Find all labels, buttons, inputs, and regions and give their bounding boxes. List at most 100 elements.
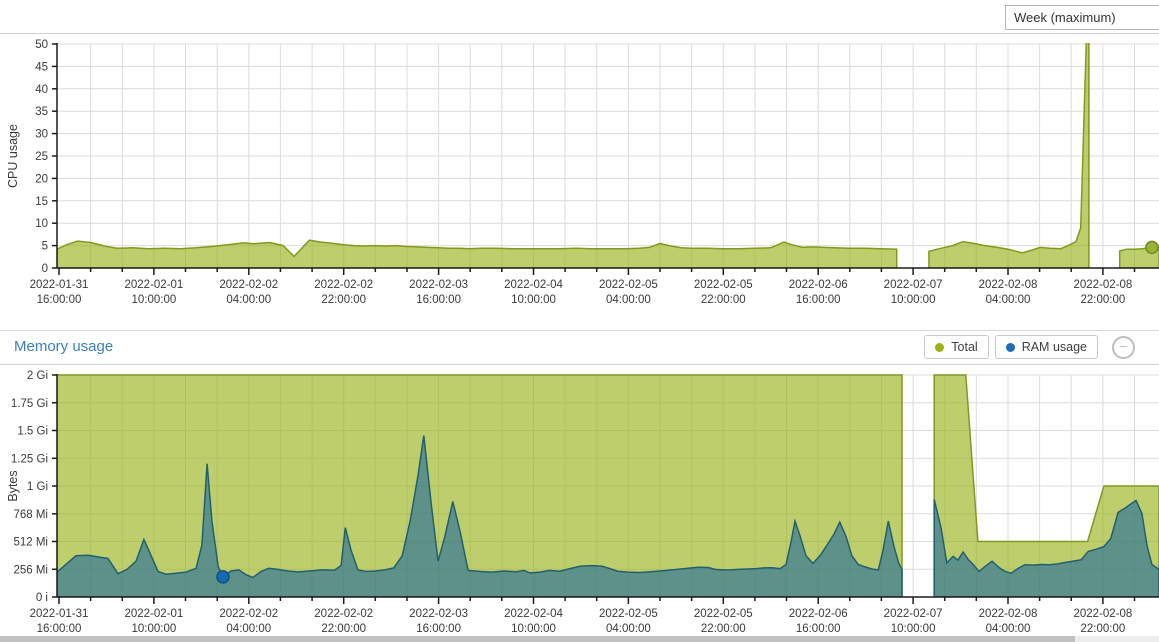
svg-text:2022-02-04: 2022-02-04 — [504, 279, 563, 291]
cpu-series-group — [57, 43, 1159, 268]
svg-text:16:00:00: 16:00:00 — [416, 294, 461, 306]
svg-text:256 Mi: 256 Mi — [13, 564, 48, 576]
memory-panel-title: Memory usage — [14, 338, 114, 355]
mem-series-area-0 — [933, 374, 1159, 597]
mem-series-area-1 — [933, 499, 1159, 597]
toolbar: Week (maximum) — [0, 0, 1159, 34]
svg-text:2022-02-05: 2022-02-05 — [694, 608, 753, 620]
mem-hover-marker[interactable] — [216, 570, 230, 584]
svg-text:0 i: 0 i — [36, 592, 48, 604]
svg-text:15: 15 — [35, 196, 48, 208]
svg-text:1.5 Gi: 1.5 Gi — [17, 426, 48, 438]
svg-text:0: 0 — [42, 263, 48, 275]
total-series-dot-icon — [935, 342, 945, 352]
mem-series-area-1 — [57, 435, 903, 597]
svg-text:04:00:00: 04:00:00 — [226, 623, 271, 635]
legend-item-ram[interactable]: RAM usage — [994, 335, 1098, 359]
svg-text:2022-02-02: 2022-02-02 — [219, 279, 278, 291]
svg-text:10:00:00: 10:00:00 — [132, 294, 177, 306]
svg-text:2022-02-08: 2022-02-08 — [1073, 279, 1132, 291]
timeframe-select[interactable]: Week (maximum) — [1005, 5, 1159, 30]
collapse-panel-icon[interactable]: – — [1112, 335, 1135, 359]
svg-text:04:00:00: 04:00:00 — [986, 294, 1031, 306]
svg-text:50: 50 — [35, 39, 48, 51]
svg-text:16:00:00: 16:00:00 — [796, 623, 841, 635]
svg-text:2022-02-01: 2022-02-01 — [124, 608, 183, 620]
svg-text:1.75 Gi: 1.75 Gi — [11, 398, 48, 410]
svg-text:45: 45 — [35, 61, 48, 73]
svg-text:2022-02-03: 2022-02-03 — [409, 279, 468, 291]
horizontal-scrollbar-thumb[interactable] — [0, 636, 1075, 642]
svg-text:2022-02-05: 2022-02-05 — [599, 608, 658, 620]
svg-text:22:00:00: 22:00:00 — [1081, 623, 1126, 635]
cpu-axes — [52, 43, 1159, 275]
cpu-series-area-0 — [57, 239, 898, 268]
svg-text:Bytes: Bytes — [6, 470, 20, 501]
svg-text:2022-02-08: 2022-02-08 — [979, 279, 1038, 291]
cpu-usage-chart[interactable]: 0 5 10 15 20 25 30 35 40 45 50 2022-01-31 16:00:00 20… — [0, 34, 1159, 310]
mem-series-group — [57, 374, 1159, 597]
svg-text:22:00:00: 22:00:00 — [701, 623, 746, 635]
svg-text:2022-02-02: 2022-02-02 — [314, 279, 373, 291]
svg-text:22:00:00: 22:00:00 — [1081, 294, 1126, 306]
svg-text:2022-02-07: 2022-02-07 — [884, 279, 943, 291]
svg-text:2022-01-31: 2022-01-31 — [30, 279, 89, 291]
cpu-gridlines — [57, 43, 1159, 268]
svg-text:2022-02-08: 2022-02-08 — [979, 608, 1038, 620]
svg-text:04:00:00: 04:00:00 — [606, 294, 651, 306]
svg-text:16:00:00: 16:00:00 — [796, 294, 841, 306]
mem-series-area-0 — [57, 374, 903, 597]
svg-text:2022-02-06: 2022-02-06 — [789, 608, 848, 620]
svg-text:2022-01-31: 2022-01-31 — [30, 608, 89, 620]
svg-text:10:00:00: 10:00:00 — [511, 623, 556, 635]
svg-text:2022-02-05: 2022-02-05 — [599, 279, 658, 291]
svg-text:2022-02-06: 2022-02-06 — [789, 279, 848, 291]
svg-text:10:00:00: 10:00:00 — [511, 294, 556, 306]
svg-text:04:00:00: 04:00:00 — [986, 623, 1031, 635]
legend-ram-label: RAM usage — [1021, 340, 1087, 354]
svg-text:10:00:00: 10:00:00 — [891, 294, 936, 306]
horizontal-scrollbar[interactable] — [0, 636, 1159, 642]
svg-text:04:00:00: 04:00:00 — [226, 294, 271, 306]
svg-text:2022-02-03: 2022-02-03 — [409, 608, 468, 620]
svg-text:40: 40 — [35, 84, 48, 96]
svg-text:768 Mi: 768 Mi — [13, 509, 48, 521]
memory-panel-header: Memory usage Total RAM usage – — [0, 330, 1159, 365]
svg-text:2 Gi: 2 Gi — [27, 370, 48, 382]
svg-text:2022-02-05: 2022-02-05 — [694, 279, 753, 291]
svg-text:512 Mi: 512 Mi — [13, 537, 48, 549]
svg-text:2022-02-08: 2022-02-08 — [1073, 608, 1132, 620]
svg-text:20: 20 — [35, 173, 48, 185]
svg-text:2022-02-04: 2022-02-04 — [504, 608, 563, 620]
svg-text:25: 25 — [35, 151, 48, 163]
cpu-hover-marker[interactable] — [1145, 240, 1159, 255]
svg-text:04:00:00: 04:00:00 — [606, 623, 651, 635]
svg-text:5: 5 — [42, 241, 48, 253]
memory-legend: Total RAM usage – — [924, 335, 1135, 359]
svg-text:16:00:00: 16:00:00 — [37, 294, 82, 306]
svg-text:10:00:00: 10:00:00 — [891, 623, 936, 635]
svg-text:2022-02-02: 2022-02-02 — [219, 608, 278, 620]
cpu-series-area-0 — [928, 43, 1090, 268]
mem-axes — [52, 374, 1159, 604]
svg-text:22:00:00: 22:00:00 — [321, 294, 366, 306]
svg-text:22:00:00: 22:00:00 — [321, 623, 366, 635]
svg-text:1 Gi: 1 Gi — [27, 481, 48, 493]
svg-text:10: 10 — [35, 218, 48, 230]
svg-text:22:00:00: 22:00:00 — [701, 294, 746, 306]
svg-text:16:00:00: 16:00:00 — [37, 623, 82, 635]
svg-text:2022-02-01: 2022-02-01 — [124, 279, 183, 291]
svg-text:10:00:00: 10:00:00 — [132, 623, 177, 635]
legend-item-total[interactable]: Total — [924, 335, 989, 359]
memory-usage-chart[interactable]: 0 i 256 Mi 512 Mi 768 Mi 1 Gi 1.25 Gi 1.5 Gi 1.… — [0, 364, 1159, 642]
svg-text:2022-02-07: 2022-02-07 — [884, 608, 943, 620]
mem-axis-labels: 0 i 256 Mi 512 Mi 768 Mi 1 Gi 1.25 Gi 1.5 Gi 1.… — [6, 370, 1132, 635]
svg-text:35: 35 — [35, 106, 48, 118]
ram-series-dot-icon — [1005, 342, 1015, 352]
svg-text:2022-02-02: 2022-02-02 — [314, 608, 373, 620]
svg-text:1.25 Gi: 1.25 Gi — [11, 453, 48, 465]
svg-text:16:00:00: 16:00:00 — [416, 623, 461, 635]
svg-text:CPU usage: CPU usage — [6, 124, 20, 188]
cpu-axis-labels: 0 5 10 15 20 25 30 35 40 45 50 2022-01-31 16:00:00 20… — [6, 39, 1132, 306]
